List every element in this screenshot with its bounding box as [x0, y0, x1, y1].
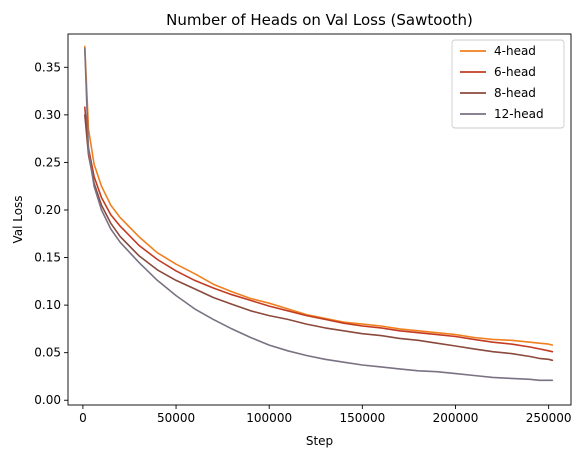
legend-label-8-head: 8-head: [494, 86, 536, 100]
y-tick-label: 0.25: [34, 155, 61, 169]
legend-label-12-head: 12-head: [494, 107, 544, 121]
legend-frame: [451, 39, 565, 129]
x-tick-label: 250000: [526, 411, 572, 425]
y-tick-label: 0.20: [34, 203, 61, 217]
legend: 4-head 6-head 8-head 12-head: [451, 39, 565, 129]
x-tick-label: 0: [79, 411, 87, 425]
x-tick-label: 200000: [433, 411, 479, 425]
series-line-12-head: [84, 47, 554, 382]
y-tick-label: 0.35: [34, 60, 61, 74]
x-tick-label: 150000: [339, 411, 385, 425]
y-tick-label: 0.10: [34, 298, 61, 312]
x-axis-title: Step: [306, 434, 333, 448]
y-tick-label: 0.00: [34, 393, 61, 407]
legend-label-6-head: 6-head: [494, 65, 536, 79]
axes-layer: [67, 33, 572, 406]
series-line-6-head: [84, 106, 554, 353]
y-axis-title: Val Loss: [11, 195, 25, 243]
x-tick-label: 100000: [246, 411, 292, 425]
y-tick-label: 0.30: [34, 108, 61, 122]
y-tick-label: 0.05: [34, 346, 61, 360]
x-ticks: 0 50000 100000 150000 200000 250000: [79, 405, 572, 425]
series-line-8-head: [84, 114, 554, 362]
plot-frame: [67, 33, 572, 406]
y-ticks: 0.00 0.05 0.10 0.15 0.20 0.25 0.30 0.35: [34, 60, 68, 407]
series-line-4-head: [84, 45, 554, 346]
series-layer: [84, 45, 554, 382]
legend-label-4-head: 4-head: [494, 44, 536, 58]
x-tick-label: 50000: [157, 411, 195, 425]
chart-title: Number of Heads on Val Loss (Sawtooth): [166, 11, 473, 29]
y-tick-label: 0.15: [34, 251, 61, 265]
